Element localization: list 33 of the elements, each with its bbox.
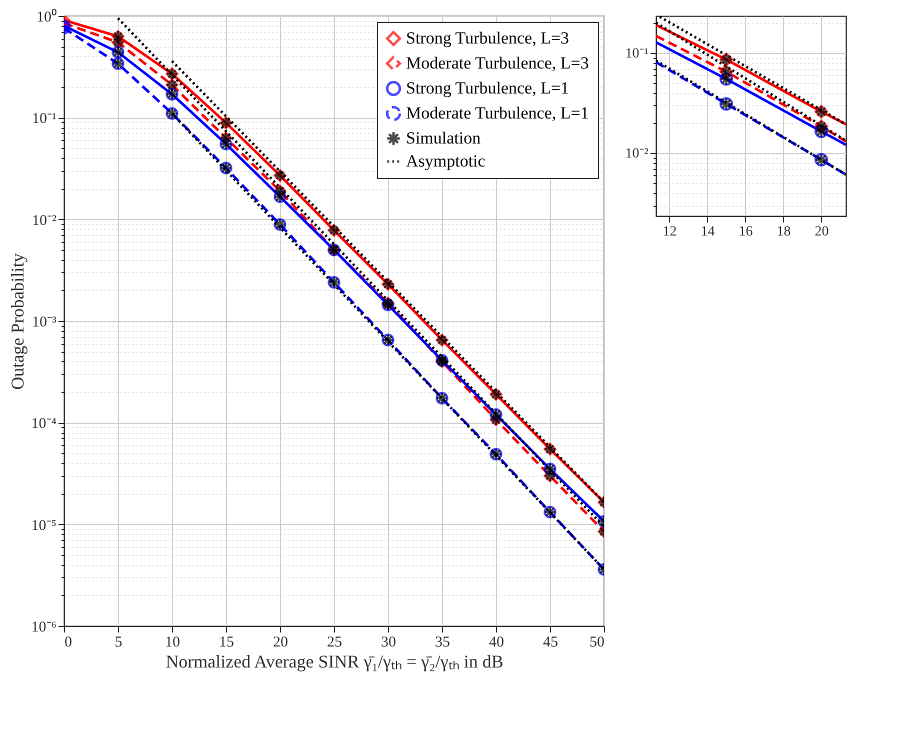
x-tick-label: 12 bbox=[662, 224, 677, 240]
x-tick-label: 0 bbox=[64, 634, 72, 650]
legend-label: Asymptotic bbox=[406, 152, 486, 170]
y-tick-label: 10⁻¹ bbox=[625, 46, 648, 62]
y-tick-label: 10⁻³ bbox=[32, 314, 57, 330]
x-tick-label: 50 bbox=[590, 634, 604, 650]
x-tick-label: 40 bbox=[489, 634, 504, 650]
legend-label: Simulation bbox=[406, 128, 482, 148]
x-tick-label: 35 bbox=[435, 634, 450, 650]
x-tick-label: 15 bbox=[219, 634, 234, 650]
x-tick-label: 25 bbox=[327, 634, 342, 650]
x-tick-label: 18 bbox=[776, 224, 791, 240]
x-tick-label: 45 bbox=[543, 634, 558, 650]
y-tick-label: 10⁻⁵ bbox=[31, 518, 56, 534]
x-tick-label: 5 bbox=[114, 634, 122, 650]
y-tick-label: 10⁻¹ bbox=[32, 111, 56, 128]
x-tick-label: 30 bbox=[381, 634, 396, 650]
x-axis-title: Normalized Average SINR γ̄₁/γₜₕ = γ̄₂/γₜₕ in dB bbox=[166, 652, 504, 672]
x-tick-label: 10 bbox=[165, 634, 180, 650]
legend-label: Strong Turbulence, L=3 bbox=[406, 28, 570, 48]
legend-label: Moderate Turbulence, L=1 bbox=[406, 104, 589, 122]
legend-label: Strong Turbulence, L=1 bbox=[406, 78, 570, 98]
y-axis-title: Outage Probability bbox=[7, 253, 28, 390]
x-tick-label: 20 bbox=[273, 634, 288, 650]
y-tick-label: 10⁻⁴ bbox=[31, 416, 56, 432]
y-tick-label: 10⁰ bbox=[36, 8, 56, 26]
legend-label: Moderate Turbulence, L=3 bbox=[406, 54, 589, 72]
y-tick-label: 10⁻² bbox=[32, 212, 57, 229]
x-tick-label: 14 bbox=[700, 224, 715, 240]
x-tick-label: 20 bbox=[814, 224, 829, 240]
y-tick-label: 10⁻² bbox=[625, 146, 648, 162]
x-tick-label: 16 bbox=[738, 224, 753, 240]
y-tick-label: 10⁻⁶ bbox=[31, 620, 56, 636]
